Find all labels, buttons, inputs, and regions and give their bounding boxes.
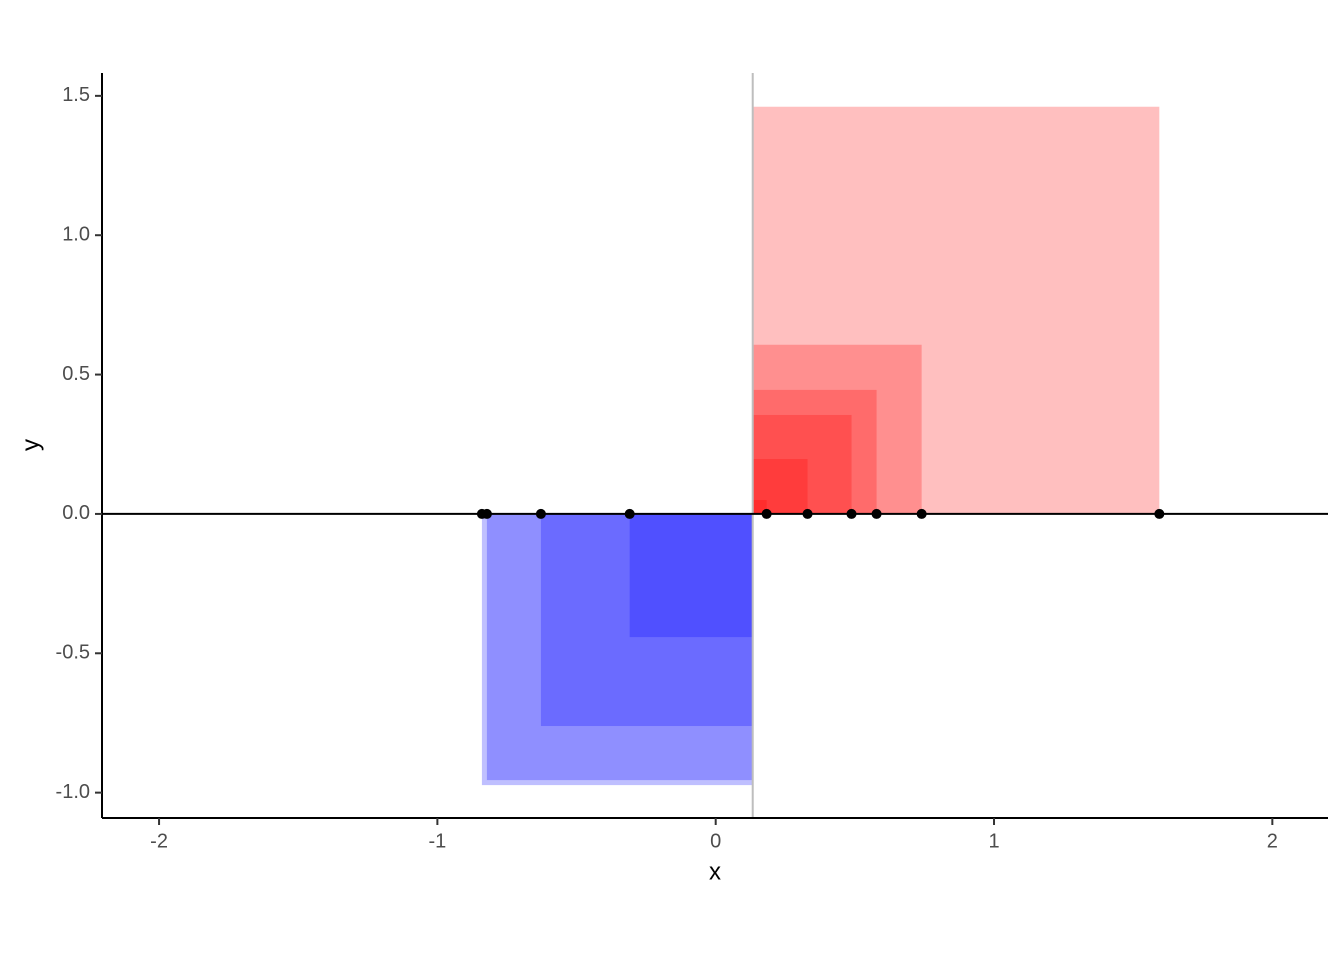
deviation-square [540, 513, 753, 727]
x-tick-label: 2 [1267, 830, 1278, 852]
y-tick-label: 0.5 [62, 363, 90, 385]
point [535, 508, 546, 519]
y-tick-label: 1.5 [62, 84, 90, 106]
x-tick-label: 0 [710, 830, 721, 852]
point [802, 508, 813, 519]
x-tick-label: 1 [988, 830, 999, 852]
deviation-square [752, 389, 877, 514]
deviation-square [752, 344, 922, 514]
y-axis-title: y [17, 439, 44, 451]
x-axis-title: x [709, 858, 721, 885]
y-tick-label: 0.0 [62, 502, 90, 524]
deviation-square [629, 513, 753, 638]
deviation-square [481, 513, 753, 786]
point [1154, 508, 1165, 519]
y-tick-label: -1.0 [56, 781, 90, 803]
deviation-square [752, 106, 1160, 514]
point [624, 508, 635, 519]
deviation-square [752, 459, 808, 514]
point [916, 508, 927, 519]
y-tick-label: -0.5 [56, 642, 90, 664]
deviation-square [752, 414, 852, 514]
x-tick-label: -1 [428, 830, 446, 852]
deviation-square [486, 513, 753, 781]
x-tick-label: -2 [150, 830, 168, 852]
point [871, 508, 882, 519]
point [761, 508, 772, 519]
point [481, 508, 492, 519]
point [846, 508, 857, 519]
y-tick-label: 1.0 [62, 223, 90, 245]
